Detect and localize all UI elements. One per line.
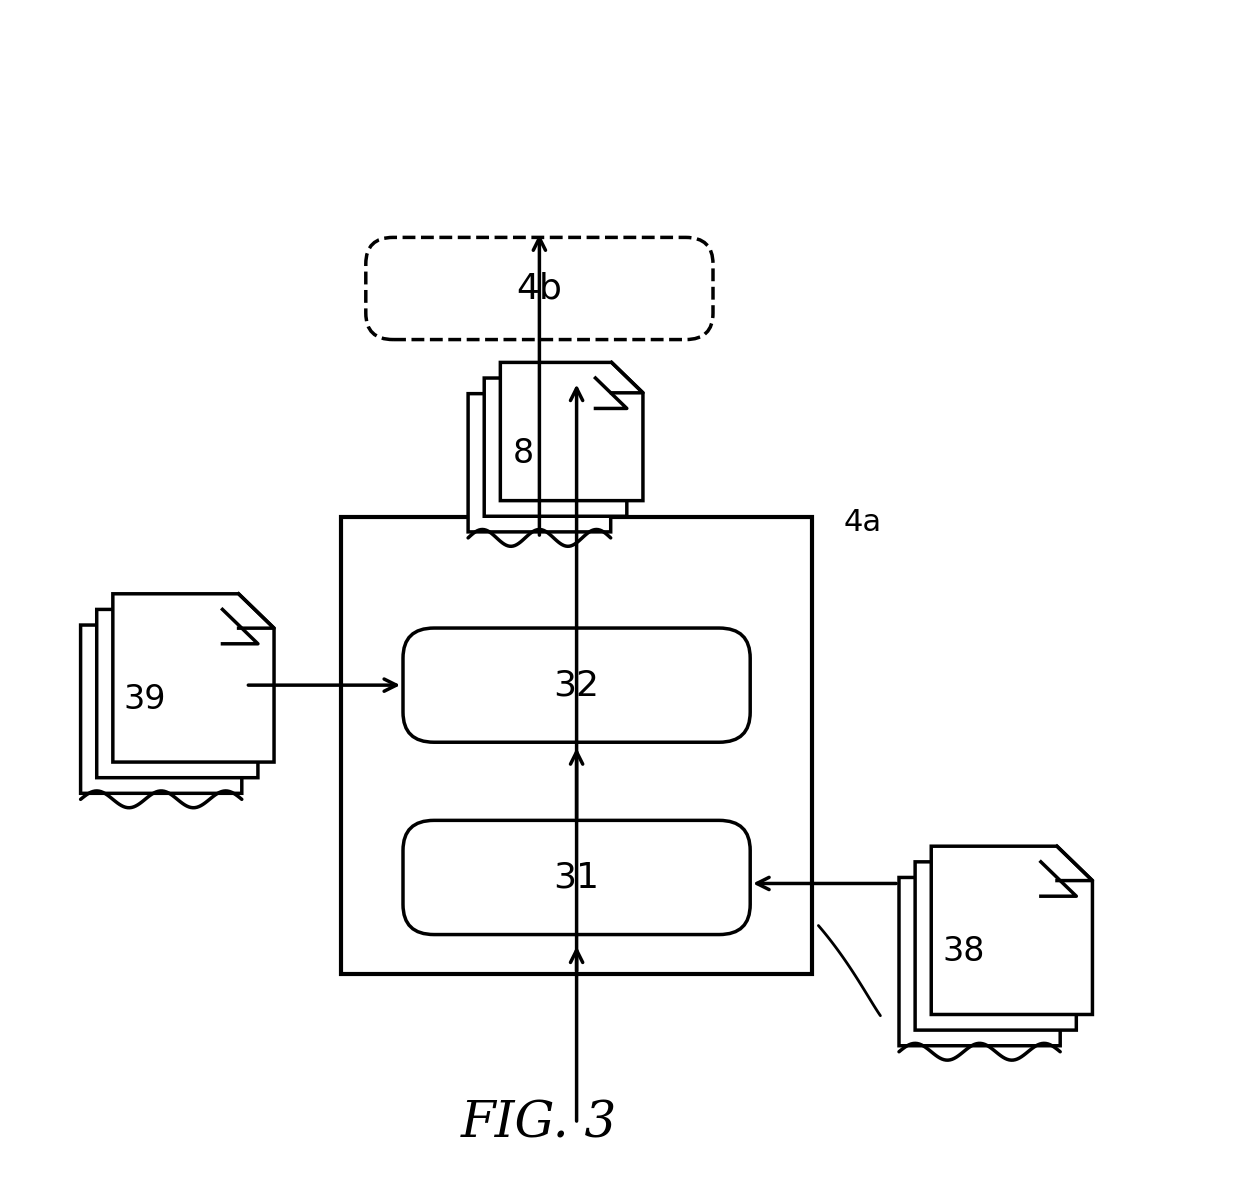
Bar bbox=[341, 517, 812, 974]
Text: 39: 39 bbox=[124, 683, 166, 716]
Text: 8: 8 bbox=[512, 436, 534, 470]
Polygon shape bbox=[899, 877, 1060, 1046]
Polygon shape bbox=[915, 862, 1076, 1030]
Text: 31: 31 bbox=[553, 861, 600, 894]
Polygon shape bbox=[484, 377, 627, 517]
Polygon shape bbox=[501, 363, 644, 500]
Polygon shape bbox=[81, 625, 242, 793]
Text: 4a: 4a bbox=[843, 508, 882, 537]
Polygon shape bbox=[113, 594, 274, 762]
Text: 38: 38 bbox=[942, 935, 985, 969]
Polygon shape bbox=[97, 609, 258, 778]
Text: 32: 32 bbox=[553, 668, 600, 702]
FancyBboxPatch shape bbox=[366, 238, 713, 339]
FancyBboxPatch shape bbox=[403, 627, 750, 742]
Text: FIG. 3: FIG. 3 bbox=[461, 1099, 618, 1149]
Polygon shape bbox=[931, 846, 1092, 1014]
FancyBboxPatch shape bbox=[403, 820, 750, 935]
Polygon shape bbox=[469, 394, 611, 531]
Text: 4b: 4b bbox=[517, 272, 562, 305]
